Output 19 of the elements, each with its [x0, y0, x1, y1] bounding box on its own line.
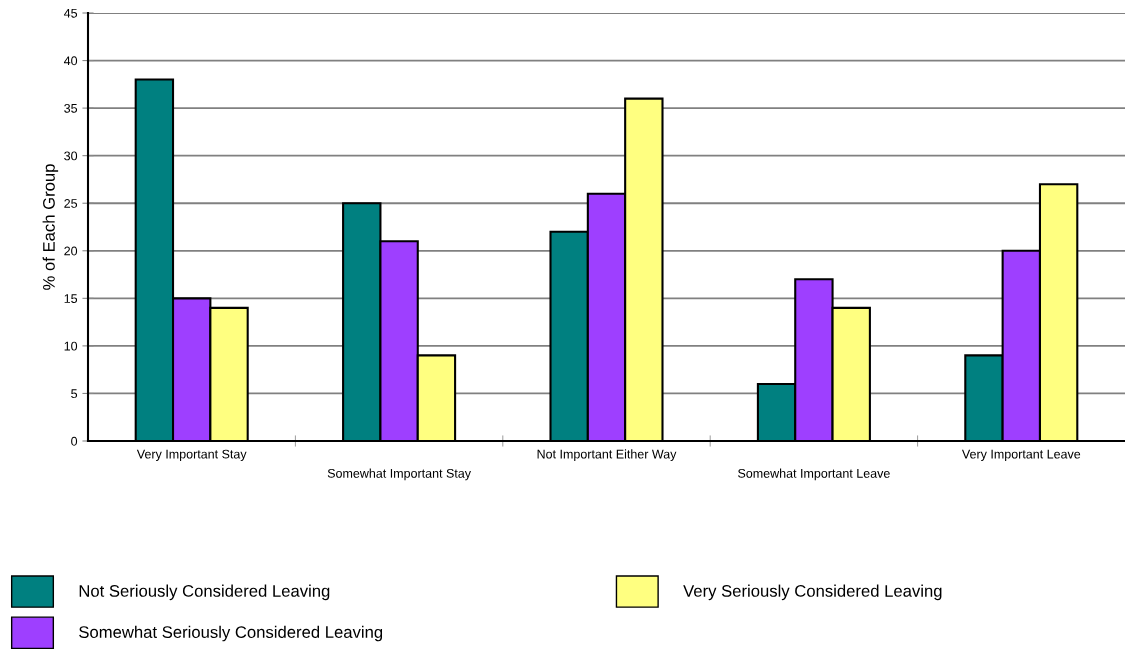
y-tick-label: 35	[64, 103, 78, 113]
y-tick-label: 0	[71, 436, 78, 446]
y-tick-label: 15	[64, 294, 78, 303]
x-tick-label: Somewhat Important Leave	[738, 468, 890, 481]
y-tick-label: 25	[64, 199, 78, 208]
y-tick-label: 30	[64, 151, 78, 161]
y-tick-label: 45	[63, 8, 78, 18]
y-tick-label: 20	[64, 246, 78, 256]
legend-label: Somewhat Seriously Considered Leaving	[79, 625, 383, 642]
x-tick-label: Very Important Stay	[136, 449, 247, 461]
y-tick-label: 5	[71, 389, 78, 399]
y-axis-title: % of Each Group	[42, 164, 59, 290]
x-tick-label: Not Important Either Way	[537, 449, 677, 461]
legend-label: Very Seriously Considered Leaving	[683, 584, 942, 601]
y-tick-label: 40	[63, 56, 78, 66]
x-tick-label: Somewhat Important Stay	[327, 468, 471, 481]
x-tick-label: Very Important Leave	[961, 449, 1081, 461]
legend-label: Not Seriously Considered Leaving	[79, 584, 330, 601]
y-tick-label: 10	[64, 341, 78, 351]
